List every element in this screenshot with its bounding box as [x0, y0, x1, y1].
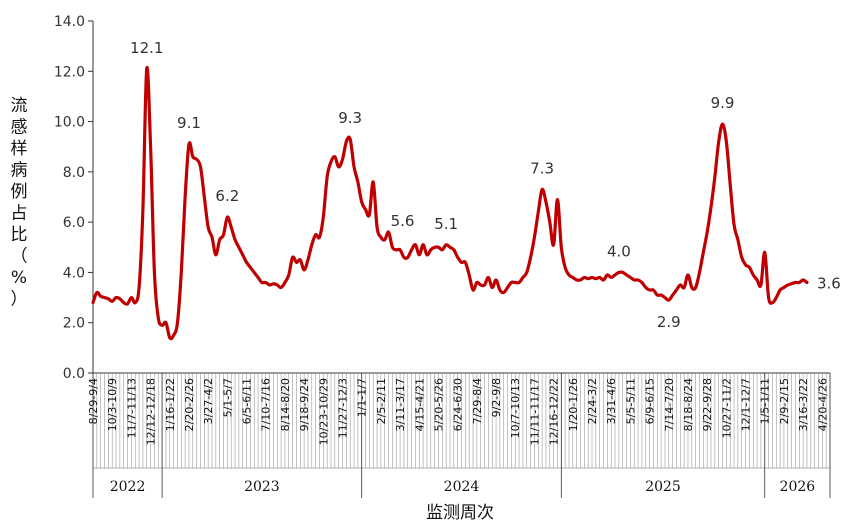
data-label: 5.1	[434, 215, 458, 233]
x-tick-label: 3/11-3/17	[394, 378, 407, 431]
x-tick-label: 2/24-3/2	[586, 378, 599, 424]
x-tick-label: 7/29-8/4	[471, 378, 484, 424]
y-tick-label: 14.0	[54, 14, 85, 30]
x-tick-label: 1/5-1/11	[759, 378, 772, 424]
x-tick-label: 1/20-1/26	[567, 378, 580, 431]
series-line	[91, 65, 809, 341]
y-tick-label: 2.0	[63, 316, 85, 332]
year-label: 2025	[645, 479, 681, 495]
data-label: 9.9	[711, 94, 735, 112]
x-tick-label: 10/27-11/2	[720, 378, 733, 438]
x-tick-label: 1/1-1/7	[356, 378, 369, 417]
y-tick-label: 12.0	[54, 64, 85, 80]
y-tick-label: 4.0	[63, 265, 85, 281]
data-label: 9.3	[338, 109, 362, 127]
year-label: 2023	[244, 479, 280, 495]
x-tick-label: 5/5-5/11	[624, 378, 637, 424]
data-label: 6.2	[215, 187, 239, 205]
x-tick-label: 12/1-12/7	[740, 378, 753, 431]
x-tick-label: 3/16-3/22	[797, 378, 810, 431]
x-tick-label: 3/31-4/6	[605, 378, 618, 424]
data-label: 4.0	[607, 242, 631, 260]
y-axis: 0.0 2.0 4.0 6.0 8.0 10.0 12.0 14.0	[54, 14, 94, 382]
y-tick-label: 6.0	[63, 215, 85, 231]
x-tick-label: 6/9-6/15	[644, 378, 657, 424]
x-tick-label: 2/20-2/26	[183, 378, 196, 431]
x-axis: 8/29-9/4 10/3-10/9 11/7-11/13 12/12-12/18 1/…	[87, 372, 831, 498]
x-tick-label: 5/20-5/26	[432, 378, 445, 431]
x-tick-label: 11/7-11/13	[125, 378, 138, 438]
y-tick-label: 8.0	[63, 165, 85, 181]
x-tick-label: 8/18-8/24	[682, 378, 695, 431]
x-tick-label: 2/9-2/15	[778, 378, 791, 424]
x-tick-label: 7/10-7/16	[260, 378, 273, 431]
x-tick-label: 9/22-9/28	[701, 378, 714, 431]
x-tick-label: 1/16-1/22	[164, 378, 177, 431]
x-tick-label: 3/27-4/2	[202, 378, 215, 424]
x-tick-label: 12/12-12/18	[145, 378, 158, 445]
x-tick-label: 11/27-12/3	[337, 378, 350, 438]
x-tick-label: 6/24-6/30	[452, 378, 465, 431]
x-tick-label: 4/20-4/26	[816, 378, 829, 431]
x-tick-label: 8/29-9/4	[87, 378, 100, 424]
x-tick-label: 6/5-6/11	[241, 378, 254, 424]
x-tick-label: 8/14-8/20	[279, 378, 292, 431]
x-tick-label: 10/7-10/13	[509, 378, 522, 438]
series-layer	[91, 65, 809, 341]
year-label: 2026	[780, 479, 816, 495]
year-label: 2022	[110, 479, 146, 495]
year-label: 2024	[444, 479, 480, 495]
annotation-layer: 12.1 9.1 6.2 9.3 5.6 5.1 7.3 4.0 2.9 9.9 3.6	[130, 39, 841, 331]
y-tick-label: 10.0	[54, 115, 85, 131]
data-label: 5.6	[391, 212, 415, 230]
data-label: 2.9	[657, 313, 681, 331]
x-tick-label: 12/16-12/22	[548, 378, 561, 445]
x-tick-label: 10/3-10/9	[106, 378, 119, 431]
x-tick-label: 7/14-7/20	[663, 378, 676, 431]
data-label: 9.1	[177, 114, 201, 132]
x-tick-label: 2/5-2/11	[375, 378, 388, 424]
data-label: 7.3	[530, 159, 554, 177]
data-label: 12.1	[130, 39, 163, 57]
x-tick-label: 9/2-9/8	[490, 378, 503, 417]
x-tick-label: 5/1-5/7	[221, 378, 234, 417]
x-tick-label: 9/18-9/24	[298, 378, 311, 431]
y-tick-label: 0.0	[63, 366, 85, 382]
data-label: 3.6	[817, 274, 841, 292]
x-tick-label: 10/23-10/29	[317, 378, 330, 445]
x-tick-label: 11/11-11/17	[528, 378, 541, 445]
x-axis-title: 监测周次	[426, 503, 494, 523]
y-axis-title: 流感样病例占比（%）	[11, 96, 28, 310]
x-tick-label: 4/15-4/21	[413, 378, 426, 431]
